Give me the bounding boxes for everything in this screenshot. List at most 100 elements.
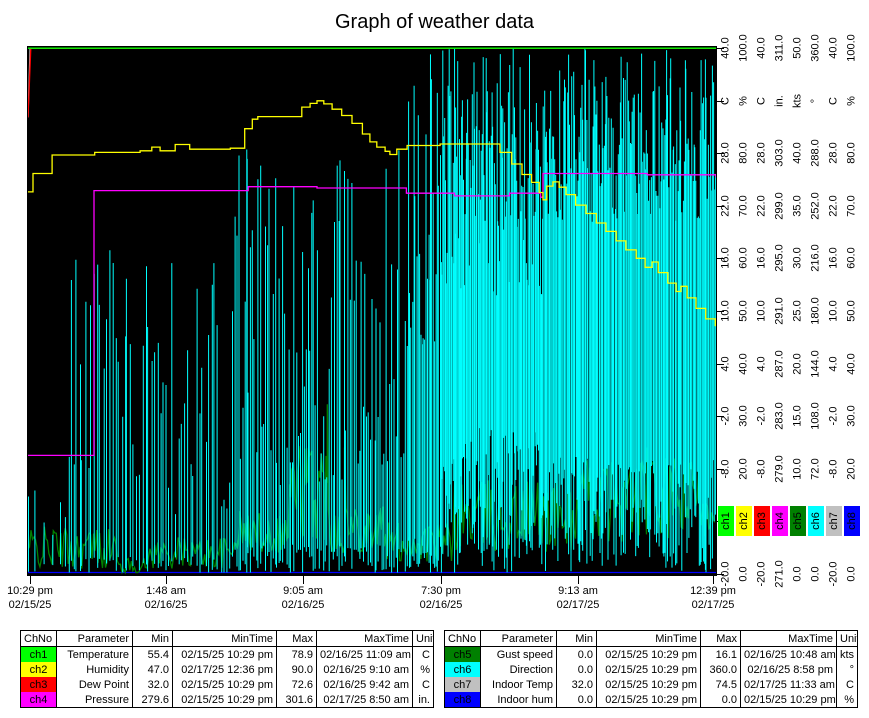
axis-tick-label-ch7: 22.0 [827, 195, 840, 217]
legend-box-ch4: ch4 [772, 506, 788, 536]
axis-tick-label-ch6: 0.0 [809, 566, 822, 582]
axis-tick-label-ch8: 20.0 [845, 458, 858, 480]
axis-tick-label-ch4: 283.0 [773, 402, 786, 430]
axis-unit-ch3: C [755, 97, 768, 105]
x-axis-time: 7:30 pm [421, 585, 461, 597]
max-time-cell: 02/17/25 8:50 am [316, 692, 413, 708]
axis-tick-label-ch5: 0.0 [791, 566, 804, 582]
parameter-cell: Temperature [56, 646, 133, 662]
axis-tick-label-ch3: -8.0 [755, 459, 768, 479]
unit-cell: ° [836, 662, 858, 677]
axis-tick-label-ch1: 22.0 [719, 195, 732, 217]
legend-box-ch2: ch2 [736, 506, 752, 536]
max-time-cell: 02/16/25 11:09 am [316, 646, 413, 662]
x-axis-label: 9:05 am 02/16/25 [282, 584, 325, 612]
right-axis-tick [717, 258, 724, 259]
axis-tick-label-ch1: 10.0 [719, 300, 732, 322]
x-axis-date: 02/16/25 [144, 599, 188, 611]
axis-tick-label-ch2: 100.0 [737, 34, 750, 62]
x-axis-label: 10:29 pm 02/15/25 [7, 584, 53, 612]
parameter-cell: Humidity [56, 662, 133, 677]
axis-unit-ch6: ° [809, 98, 822, 104]
min-cell: 0.0 [556, 692, 597, 708]
min-time-cell: 02/15/25 10:29 pm [596, 677, 701, 692]
axis-tick-label-ch3: -20.0 [755, 561, 768, 587]
axis-tick-label-ch3: 16.0 [755, 247, 768, 269]
axis-tick-label-ch5: 15.0 [791, 405, 804, 427]
max-cell: 301.6 [276, 692, 317, 708]
legend-box-label: ch6 [810, 512, 822, 530]
axis-unit-ch5: kts [791, 93, 804, 109]
table-header-row: ChNoParameterMinMinTimeMaxMaxTimeUnit [444, 630, 858, 647]
parameter-cell: Direction [480, 662, 557, 677]
max-cell: 74.5 [700, 677, 741, 692]
axis-tick-label-ch4: 311.0 [773, 34, 786, 62]
axis-tick-label-ch8: 80.0 [845, 142, 858, 164]
axis-tick-label-ch3: 22.0 [755, 195, 768, 217]
axis-tick-label-ch2: 30.0 [737, 405, 750, 427]
axis-tick-label-ch4: 271.0 [773, 560, 786, 588]
legend-box-label: ch5 [792, 512, 804, 530]
axis-tick-label-ch6: 252.0 [809, 192, 822, 220]
axis-tick-label-ch2: 0.0 [737, 566, 750, 582]
axis-tick-label-ch3: -2.0 [755, 406, 768, 426]
axis-tick-label-ch7: -2.0 [827, 406, 840, 426]
col-header-maxtime: MaxTime [740, 630, 837, 647]
axis-tick-label-ch1: 28.0 [719, 142, 732, 164]
legend-box-ch1: ch1 [718, 506, 734, 536]
axis-tick-label-ch5: 35.0 [791, 195, 804, 217]
series-ch6 [28, 48, 716, 573]
axis-tick-label-ch6: 288.0 [809, 139, 822, 167]
col-header-max: Max [700, 630, 741, 647]
axis-tick-label-ch1: -20.0 [719, 561, 732, 587]
table-row-ch8: ch8 Indoor hum 0.0 02/15/25 10:29 pm 0.0 02/1… [444, 692, 858, 708]
right-axis-tick [717, 101, 724, 102]
legend-box-label: ch7 [828, 512, 840, 530]
min-time-cell: 02/15/25 10:29 pm [172, 677, 277, 692]
axis-tick-label-ch5: 50.0 [791, 37, 804, 59]
min-cell: 0.0 [556, 662, 597, 677]
right-axis-tick [717, 153, 724, 154]
axis-tick-label-ch7: -8.0 [827, 459, 840, 479]
parameter-cell: Indoor hum [480, 692, 557, 708]
col-header-parameter: Parameter [480, 630, 557, 647]
axis-tick-label-ch7: 4.0 [827, 356, 840, 372]
x-axis-label: 12:39 pm 02/17/25 [690, 584, 736, 612]
axis-tick-label-ch5: 30.0 [791, 247, 804, 269]
axis-tick-label-ch6: 72.0 [809, 458, 822, 480]
x-axis-label: 1:48 am 02/16/25 [145, 584, 188, 612]
axis-tick-label-ch3: 4.0 [755, 356, 768, 372]
axis-unit-ch1: C [719, 97, 732, 105]
max-cell: 72.6 [276, 677, 317, 692]
series-ch7 [28, 47, 716, 118]
axis-tick-label-ch3: 40.0 [755, 37, 768, 59]
col-header-chno: ChNo [20, 630, 57, 647]
max-time-cell: 02/16/25 10:48 am [740, 646, 837, 662]
legend-box-ch6: ch6 [808, 506, 824, 536]
axis-tick-label-ch1: 16.0 [719, 247, 732, 269]
min-time-cell: 02/15/25 10:29 pm [596, 692, 701, 708]
channel-badge: ch3 [20, 677, 57, 692]
chart-plot-area[interactable] [27, 46, 717, 576]
min-time-cell: 02/15/25 10:29 pm [596, 646, 701, 662]
unit-cell: in. [412, 692, 434, 708]
table-row-ch6: ch6 Direction 0.0 02/15/25 10:29 pm 360.0 02/… [444, 662, 858, 677]
max-time-cell: 02/16/25 8:58 pm [740, 662, 837, 677]
col-header-chno: ChNo [444, 630, 481, 647]
axis-tick-label-ch4: 287.0 [773, 350, 786, 378]
channel-badge: ch1 [20, 646, 57, 662]
legend-box-label: ch3 [756, 512, 768, 530]
x-axis-time: 10:29 pm [7, 585, 53, 597]
stats-table-right: ChNoParameterMinMinTimeMaxMaxTimeUnit ch… [444, 630, 858, 708]
axis-tick-label-ch2: 50.0 [737, 300, 750, 322]
axis-tick-label-ch7: 28.0 [827, 142, 840, 164]
axis-tick-label-ch6: 180.0 [809, 297, 822, 325]
chart-series-canvas [28, 47, 716, 575]
min-cell: 32.0 [556, 677, 597, 692]
x-axis-date: 02/17/25 [556, 599, 600, 611]
axis-unit-ch7: C [827, 97, 840, 105]
legend-box-ch5: ch5 [790, 506, 806, 536]
axis-tick-label-ch8: 60.0 [845, 247, 858, 269]
table-row-ch3: ch3 Dew Point 32.0 02/15/25 10:29 pm 72.6 02/… [20, 677, 434, 692]
